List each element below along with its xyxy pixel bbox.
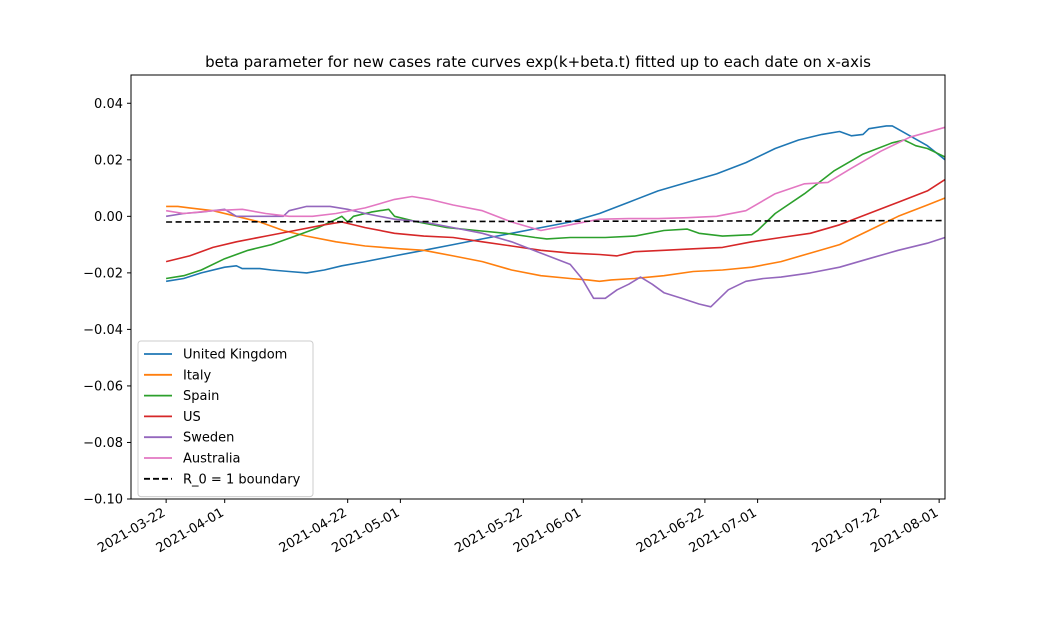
series-line-us — [165, 178, 946, 263]
y-tick-label: −0.02 — [83, 266, 123, 281]
legend-label-italy: Italy — [183, 368, 212, 383]
series-line-spain — [165, 139, 946, 280]
series-line-sweden — [165, 205, 946, 308]
series-line-r-0-1-boundary — [166, 219, 946, 223]
plot-frame — [130, 74, 946, 500]
chart-title: beta parameter for new cases rate curves… — [205, 53, 871, 71]
series-line-united-kingdom — [165, 125, 946, 283]
legend-label-us: US — [183, 410, 201, 425]
legend: United Kingdom Italy Spain US Sweden Australi… — [137, 340, 314, 498]
y-tick-label: −0.08 — [83, 436, 123, 451]
legend-label-australia: Australia — [183, 452, 241, 467]
y-tick-label: 0.04 — [94, 97, 123, 112]
y-tick-label: 0.00 — [94, 210, 123, 225]
legend-label-spain: Spain — [183, 389, 219, 404]
legend-label-sweden: Sweden — [183, 431, 234, 446]
y-tick-label: −0.06 — [83, 379, 123, 394]
legend-label-r-0-1-boundary: R_0 = 1 boundary — [183, 472, 301, 487]
series-line-italy — [166, 197, 946, 283]
plot-lines — [165, 125, 946, 308]
y-tick-label: 0.02 — [94, 153, 123, 168]
y-tick-label: −0.04 — [83, 323, 123, 338]
legend-label-united-kingdom: United Kingdom — [183, 348, 287, 363]
series-line-australia — [165, 126, 946, 232]
y-axis: 0.04 0.02 0.00 −0.02 −0.04 −0.06 −0.08 −0.10 — [83, 97, 131, 508]
legend-box — [137, 340, 314, 498]
y-tick-label: −0.10 — [83, 493, 123, 508]
